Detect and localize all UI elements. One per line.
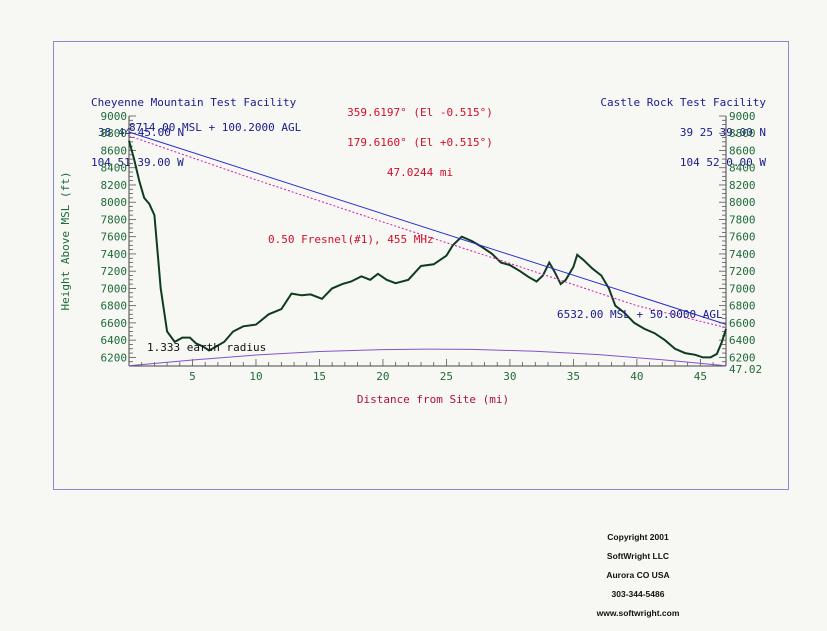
y-tick-label-right: 8000 xyxy=(729,196,756,209)
y-tick-label-right: 7600 xyxy=(729,231,756,244)
x-axis-label: Distance from Site (mi) xyxy=(357,393,509,406)
bearing-reverse: 179.6160° (El +0.515°) xyxy=(347,136,493,149)
path-distance: 47.0244 mi xyxy=(386,166,454,179)
y-tick-label-left: 8200 xyxy=(101,179,128,192)
y-tick-label-right: 7200 xyxy=(729,265,756,278)
y-tick-label-left: 8800 xyxy=(101,127,128,140)
x-tick-label: 45 xyxy=(694,370,707,383)
y-axis-label: Height Above MSL (ft) xyxy=(59,171,72,310)
x-tick-label: 20 xyxy=(376,370,389,383)
x-tick-label: 30 xyxy=(503,370,516,383)
x-tick-label: 40 xyxy=(630,370,643,383)
right-site-name: Castle Rock Test Facility xyxy=(600,96,766,109)
company-location: Aurora CO USA xyxy=(606,570,670,580)
line_of_sight-series xyxy=(128,131,727,325)
y-tick-label-left: 7000 xyxy=(101,282,128,295)
fresnel-label: 0.50 Fresnel(#1), 455 MHz xyxy=(268,233,434,246)
y-tick-label-left: 6400 xyxy=(101,334,128,347)
chart-frame xyxy=(53,41,789,490)
earth-radius-label: 1.333 earth radius xyxy=(147,341,266,354)
copyright-block: Copyright 2001 SoftWright LLC Aurora CO … xyxy=(593,528,683,623)
y-tick-label-left: 7200 xyxy=(101,265,128,278)
x-tick-label: 35 xyxy=(567,370,580,383)
y-tick-label-left: 9000 xyxy=(101,110,128,123)
y-tick-label-right: 6800 xyxy=(729,300,756,313)
company-name: SoftWright LLC xyxy=(606,551,670,561)
right-site-info: Castle Rock Test Facility 39 25 39.00 N … xyxy=(600,78,766,178)
y-tick-label-right: 7000 xyxy=(729,282,756,295)
y-tick-label-right: 8800 xyxy=(729,127,756,140)
left-site-lon: 104 51 39.00 W xyxy=(91,156,184,169)
y-tick-label-left: 8400 xyxy=(101,162,128,175)
company-phone: 303-344-5486 xyxy=(611,589,665,599)
y-tick-label-left: 6200 xyxy=(101,351,128,364)
y-tick-label-left: 6800 xyxy=(101,300,128,313)
y-tick-label-left: 8000 xyxy=(101,196,128,209)
x-tick-label: 15 xyxy=(313,370,326,383)
right-site-lon: 104 52 0.00 W xyxy=(679,156,766,169)
tick-layer: 6200 6200 6400 6400 6600 6600 6800 6800 7000 7000… xyxy=(101,110,756,383)
left-site-info: Cheyenne Mountain Test Facility 38 44 45… xyxy=(91,78,296,178)
y-tick-label-left: 8600 xyxy=(101,144,128,157)
right-site-lat: 39 25 39.00 N xyxy=(679,126,766,139)
x-tick-label: 10 xyxy=(249,370,262,383)
y-tick-label-right: 6200 xyxy=(729,351,756,364)
left-site-name: Cheyenne Mountain Test Facility xyxy=(91,96,297,109)
y-tick-label-right: 8200 xyxy=(729,179,756,192)
y-tick-label-right: 9000 xyxy=(729,110,756,123)
y-tick-label-right: 8400 xyxy=(729,162,756,175)
y-tick-label-left: 7600 xyxy=(101,231,128,244)
series-layer xyxy=(128,131,727,367)
y-tick-label-right: 6600 xyxy=(729,317,756,330)
y-tick-label-left: 7400 xyxy=(101,248,128,261)
fresnel-series xyxy=(128,135,727,329)
y-tick-label-right: 7400 xyxy=(729,248,756,261)
end-distance-label: 47.02 xyxy=(729,363,762,376)
path-info: 359.6197° (El -0.515°) 179.6160° (El +0.… xyxy=(300,88,540,188)
left-antenna-label: 8714.00 MSL + 100.2000 AGL xyxy=(129,121,302,134)
terrain-series xyxy=(128,140,727,359)
left-site-lat: 38 44 45.00 N xyxy=(98,126,185,139)
x-tick-label: 5 xyxy=(189,370,196,383)
right-antenna-label: 6532.00 MSL + 50.0000 AGL xyxy=(557,308,723,321)
y-tick-label-right: 7800 xyxy=(729,213,756,226)
bearing-forward: 359.6197° (El -0.515°) xyxy=(347,106,493,119)
y-tick-label-left: 7800 xyxy=(101,213,128,226)
earth_curvature-series xyxy=(128,348,727,367)
x-tick-label: 25 xyxy=(440,370,453,383)
y-tick-label-right: 8600 xyxy=(729,144,756,157)
y-tick-label-left: 6600 xyxy=(101,317,128,330)
company-website: www.softwright.com xyxy=(596,608,680,618)
copyright-line: Copyright 2001 xyxy=(607,532,669,542)
y-tick-label-right: 6400 xyxy=(729,334,756,347)
